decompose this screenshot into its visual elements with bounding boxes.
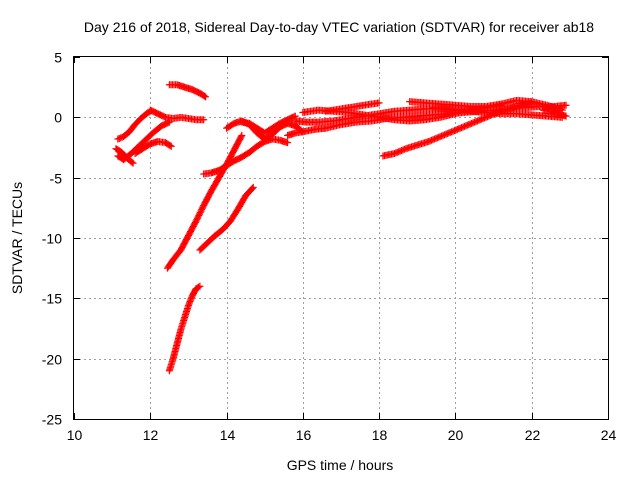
data-point	[165, 118, 173, 126]
y-tick-label: -15	[42, 291, 62, 307]
y-axis-label: SDTVAR / TECUs	[9, 182, 25, 294]
data-point	[284, 139, 292, 147]
x-tick-label: 22	[525, 427, 541, 443]
series-arc-19	[429, 104, 482, 115]
data-point	[474, 107, 482, 115]
x-tick-label: 24	[601, 427, 617, 443]
y-tick-label: 5	[54, 50, 62, 66]
series-arc-17	[379, 99, 536, 160]
series-arc-1	[114, 107, 154, 143]
series-arc-10	[200, 135, 292, 178]
series-arc-9	[196, 183, 257, 254]
series-arc-12	[238, 112, 299, 137]
data-point	[196, 282, 204, 290]
x-tick-label: 16	[296, 427, 312, 443]
data-point	[562, 112, 570, 120]
y-tick-label: -10	[42, 231, 62, 247]
series-arc-3	[112, 145, 137, 167]
data-point	[167, 142, 175, 150]
x-tick-label: 18	[372, 427, 388, 443]
series-arc-18	[406, 96, 566, 114]
x-tick-label: 14	[220, 427, 236, 443]
data-point	[248, 184, 256, 192]
x-tick-label: 10	[67, 427, 83, 443]
plot-frame	[73, 56, 609, 420]
y-tick-label: -25	[42, 412, 62, 428]
chart-title: Day 216 of 2018, Sidereal Day-to-day VTE…	[84, 19, 594, 35]
x-axis-label: GPS time / hours	[287, 457, 394, 473]
x-tick-label: 12	[143, 427, 159, 443]
y-tick-label: 0	[54, 110, 62, 126]
data-point	[237, 133, 245, 141]
tick-labels: 10 12 14 16 18 20 22 24 5 0 -5 -10 -15 -20 -25	[42, 50, 617, 444]
data-point	[166, 142, 174, 150]
data-point	[195, 283, 203, 291]
data-point	[290, 113, 298, 121]
data-point	[249, 183, 257, 191]
series-arc-7	[163, 131, 246, 272]
y-tick-label: -5	[50, 171, 63, 187]
data-point	[200, 116, 208, 124]
data-point	[128, 158, 136, 166]
x-tick-label: 20	[448, 427, 464, 443]
data-points	[112, 81, 570, 375]
series-arc-16	[322, 99, 383, 115]
series-arc-8	[165, 282, 204, 375]
series-arc-20	[539, 106, 570, 120]
series-arc-6	[165, 81, 210, 101]
data-point	[202, 93, 210, 101]
data-point	[375, 99, 383, 107]
y-tick-label: -20	[42, 352, 62, 368]
series-arc-5	[146, 106, 208, 124]
data-point	[200, 92, 208, 100]
data-point	[562, 101, 570, 109]
series-arc-4	[131, 137, 175, 158]
data-point	[238, 131, 246, 139]
data-point	[129, 159, 137, 167]
